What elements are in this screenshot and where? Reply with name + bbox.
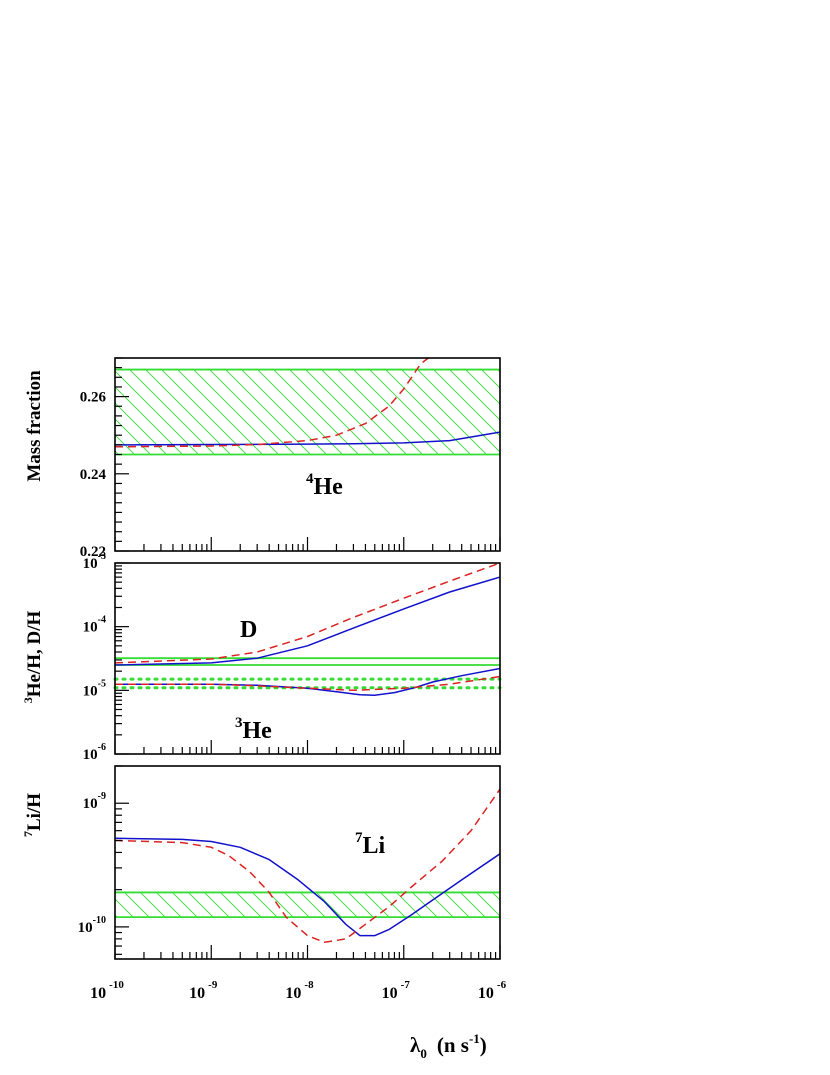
- li7-frame: [114, 765, 501, 960]
- li7-y-ticks: 10-9 10-10: [78, 765, 129, 955]
- d-he3-he3-dashed-curve: [115, 675, 500, 692]
- x-axis-title-close: ): [480, 1033, 487, 1057]
- li7-annotation-sup: 7: [355, 830, 363, 846]
- x-tick-label-2: 10 -8: [285, 979, 314, 1002]
- li7-observation-band: [115, 891, 500, 918]
- d-he3-ylabel: 3He/H, D/H: [21, 611, 45, 704]
- he4-curves: [115, 358, 500, 448]
- x-axis-title-main: λ: [410, 1033, 421, 1057]
- x-axis-title-unit-exp: -1: [469, 1031, 480, 1046]
- x-tick-labels: 10 -10 10 -9 10 -8 10 -7 10 -6: [90, 979, 506, 1002]
- li7-solid-curve: [115, 837, 500, 937]
- li7-dashed-curve: [115, 788, 500, 944]
- li7-annotation-text: Li: [363, 833, 386, 859]
- li7-curves: [115, 788, 500, 944]
- d-he3-ylabel-text: He/H, D/H: [24, 611, 45, 698]
- x-axis-title-unit: (n s: [437, 1033, 469, 1057]
- li7-annotation: 7Li: [355, 830, 386, 859]
- d-observation-band: [115, 657, 500, 666]
- he4-dashed-curve: [115, 358, 429, 448]
- d-he3-he3-solid-curve: [115, 667, 500, 696]
- d-he3-y-tick-label-2: 10-5: [83, 678, 106, 699]
- he3-annotation-text: He: [243, 718, 273, 744]
- d-he3-d-dashed-curve: [115, 563, 500, 664]
- he3-annotation: 3He: [235, 715, 272, 744]
- d-he3-y-ticks: 10-3 10-4 10-5 10-6: [83, 551, 129, 763]
- d-he3-y-tick-label-3: 10-6: [83, 742, 106, 763]
- he4-x-ticks: [114, 537, 501, 551]
- li7-y-tick-label-0: 10-9: [83, 791, 106, 812]
- d-he3-y-tick-label-0: 10-3: [83, 551, 106, 572]
- d-he3-x-ticks: [114, 740, 501, 754]
- he4-annotation: 4He: [306, 471, 343, 500]
- he3-annotation-sup: 3: [235, 715, 243, 731]
- li7-panel: 10-910-10 7Li 7Li/H: [21, 765, 501, 960]
- d-annotation: D: [240, 617, 257, 643]
- he4-panel: 0.26 0.24 0.22 4He Mass fraction: [24, 357, 501, 560]
- he4-ylabel: Mass fraction: [24, 370, 45, 482]
- li7-band-hatch-0: [115, 892, 500, 918]
- d-he3-ylabel-sup: 3: [21, 697, 35, 703]
- d-he3-y-tick-label-1: 10-4: [83, 615, 106, 636]
- he4-annotation-text: He: [314, 474, 344, 500]
- li7-x-ticks: [114, 945, 501, 959]
- x-tick-label-4: 10 -6: [478, 979, 507, 1002]
- he4-solid-curve: [115, 431, 500, 446]
- x-axis-title-sub: 0: [420, 1046, 427, 1061]
- x-tick-label-1: 10 -9: [189, 979, 218, 1002]
- x-tick-label-0: 10 -10: [90, 979, 124, 1002]
- he4-y-tick-label-0: 0.26: [80, 390, 107, 406]
- li7-ylabel: 7Li/H: [21, 793, 45, 837]
- x-tick-label-3: 10 -7: [382, 979, 411, 1002]
- d-he3-curves: [115, 563, 500, 696]
- he4-y-tick-label-2: 0.22: [80, 544, 106, 560]
- x-axis-title: λ0 (n s-1): [410, 1031, 487, 1061]
- li7-y-tick-label-1: 10-10: [78, 915, 106, 936]
- he4-y-tick-label-1: 0.24: [80, 467, 107, 483]
- d-he3-panel: 10-310-410-510-6 D 3He 3He/H, D/H: [21, 551, 502, 763]
- d-annotation-text: D: [240, 617, 257, 643]
- d-he3-d-solid-curve: [115, 576, 500, 666]
- li7-ylabel-text: Li/H: [24, 793, 45, 831]
- he4-observation-band: [115, 368, 500, 456]
- li7-ylabel-sup: 7: [21, 831, 35, 837]
- he4-band-hatch-0: [115, 369, 500, 455]
- he4-annotation-sup: 4: [306, 471, 314, 487]
- he4-y-ticks: 0.26 0.24 0.22: [80, 357, 129, 560]
